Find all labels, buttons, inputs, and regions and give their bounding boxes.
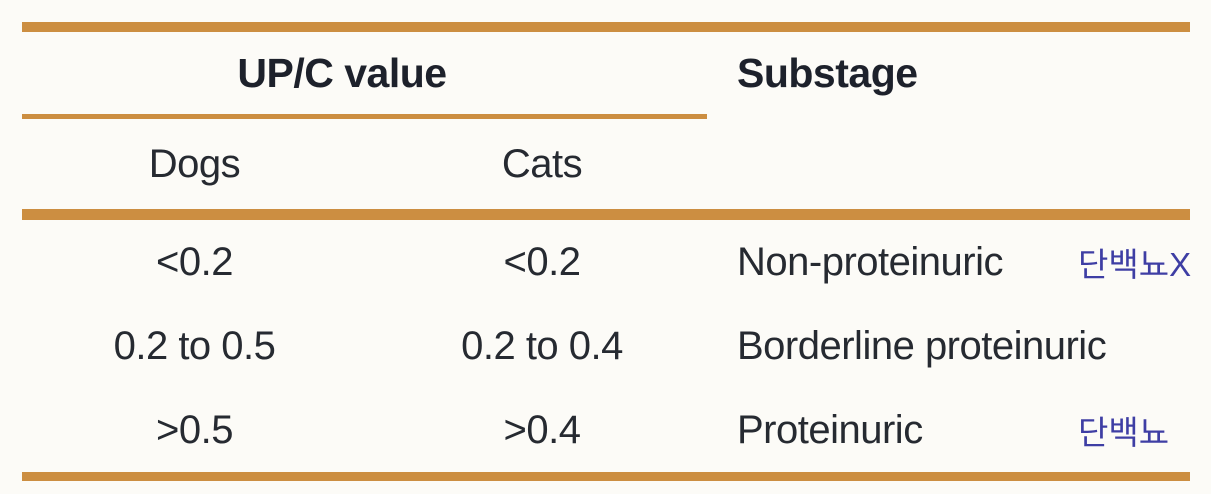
substage-cell: Borderline proteinuric	[717, 324, 1190, 369]
table-top-rule	[22, 22, 1190, 32]
korean-annotation: 단백뇨	[1078, 414, 1170, 451]
substage-value: Proteinuric	[737, 407, 923, 452]
dogs-column-header: Dogs	[148, 141, 241, 186]
cats-value: >0.4	[503, 407, 581, 452]
substage-cell: Non-proteinuric 단백뇨X	[717, 239, 1192, 285]
korean-annotation: 단백뇨X	[1078, 246, 1192, 283]
substage-value: Non-proteinuric	[737, 239, 1003, 284]
table-subheader-row: Dogs Cats	[22, 119, 1190, 209]
cats-value: 0.2 to 0.4	[461, 323, 623, 368]
table-bottom-rule	[22, 472, 1190, 481]
table-row-proteinuric: >0.5 >0.4 Proteinuric 단백뇨	[22, 388, 1190, 472]
substage-header: Substage	[737, 49, 918, 96]
substage-cell: Proteinuric 단백뇨	[717, 408, 1190, 453]
upc-value-header: UP/C value	[237, 49, 447, 96]
upc-substage-table: UP/C value Substage Dogs Cats <0.2 <0.2 …	[22, 22, 1192, 481]
substage-value: Borderline proteinuric	[737, 323, 1107, 368]
table-header-row: UP/C value Substage	[22, 32, 1190, 114]
cats-value: <0.2	[503, 239, 581, 284]
upc-subheader-rule	[22, 114, 707, 119]
dogs-value: <0.2	[156, 239, 233, 284]
dogs-value: 0.2 to 0.5	[113, 323, 276, 368]
table-row-borderline: 0.2 to 0.5 0.2 to 0.4 Borderline protein…	[22, 304, 1190, 388]
upc-subheader-divider	[22, 114, 1190, 119]
cats-column-header: Cats	[501, 141, 583, 186]
dogs-value: >0.5	[156, 407, 233, 452]
table-row-nonproteinuric: <0.2 <0.2 Non-proteinuric 단백뇨X	[22, 220, 1192, 304]
header-body-divider-rule	[22, 209, 1190, 220]
